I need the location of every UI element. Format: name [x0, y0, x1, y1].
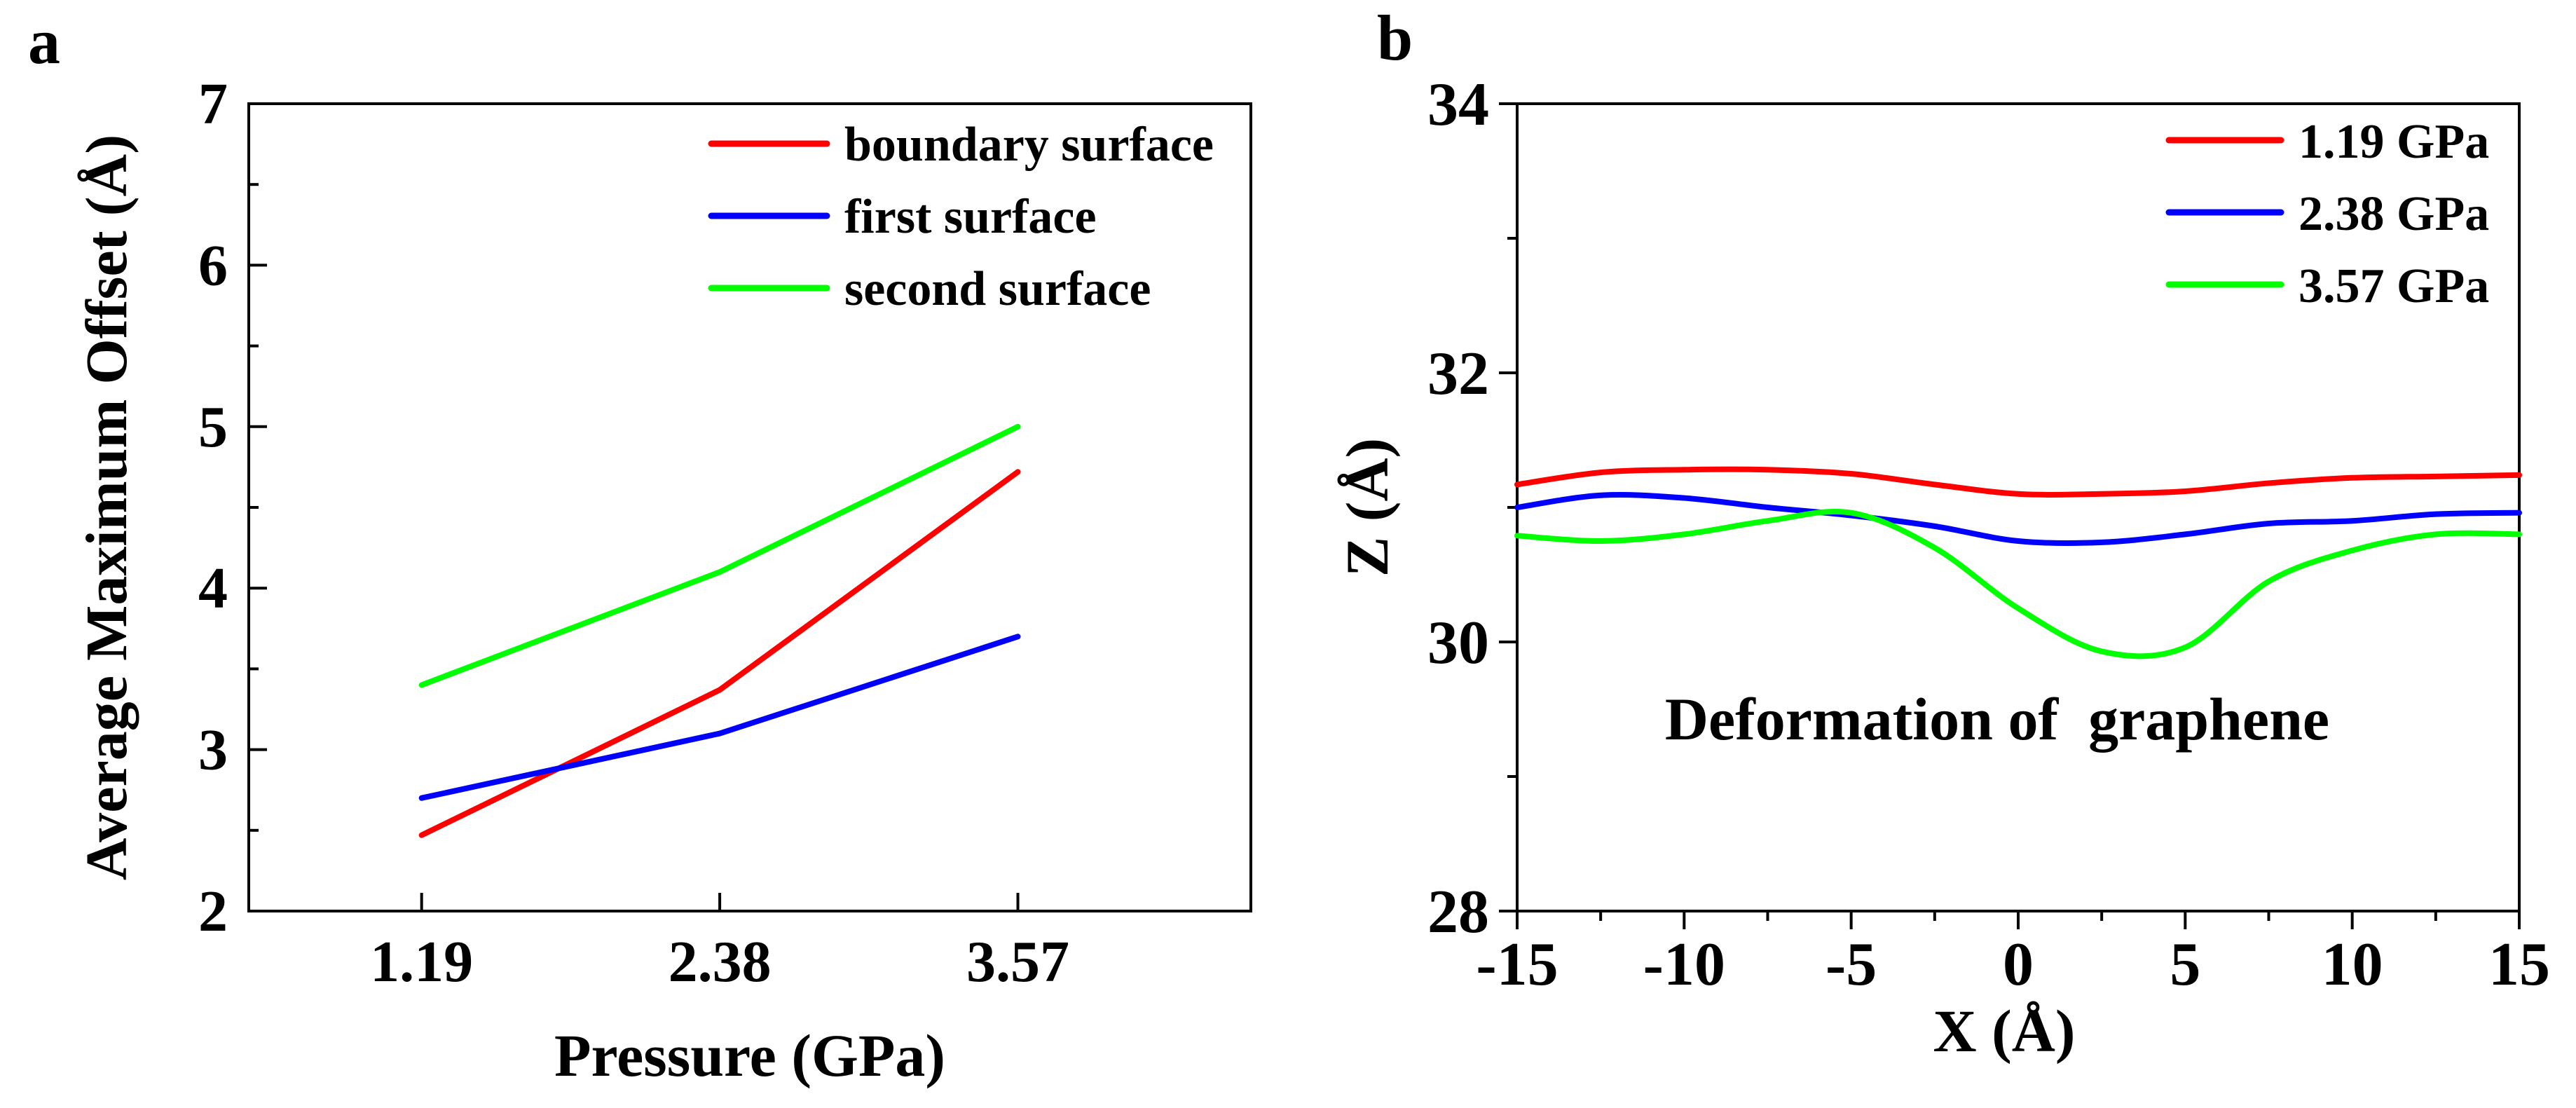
- chart-a-xtick-label: 2.38: [669, 929, 772, 994]
- chart-b-xtick-label: -10: [1643, 931, 1725, 999]
- chart-b-ytick-label: 34: [1427, 71, 1489, 139]
- chart-b-xlabel: X (Å): [1933, 997, 2076, 1065]
- chart-a-ytick-label: 2: [198, 879, 228, 944]
- chart-a-xtick-label: 3.57: [966, 929, 1069, 994]
- chart-a-series-3-line: [418, 423, 1021, 688]
- chart-a-series-2-line: [418, 634, 1021, 801]
- chart-b-ytick-label: 30: [1427, 609, 1489, 677]
- chart-b-legend-label: 2.38 GPa: [2298, 187, 2489, 241]
- chart-b-annotation: Deformation of graphene: [1665, 685, 2329, 753]
- chart-a-xtick-label: 1.19: [370, 929, 473, 994]
- chart-b-series-3-line: [1514, 508, 2522, 659]
- chart-a-legend-label: second surface: [844, 262, 1151, 316]
- chart-b-series-2-line: [1514, 491, 2522, 547]
- chart-a-ytick-label: 7: [198, 71, 228, 137]
- chart-a-legend-label: first surface: [844, 190, 1097, 244]
- chart-b-xtick-label: -15: [1476, 931, 1558, 999]
- chart-b-xtick-label: -5: [1825, 931, 1877, 999]
- chart-b-ytick-label: 28: [1427, 878, 1489, 946]
- chart-a-ylabel: Average Maximum Offset (Å): [74, 135, 139, 880]
- chart-b-series-1-line: [1514, 466, 2522, 498]
- chart-a-series-1-line: [418, 469, 1021, 838]
- chart-b-xtick-label: 15: [2488, 931, 2550, 999]
- chart-b-xtick-label: 0: [2003, 931, 2034, 999]
- chart-b-legend-label: 1.19 GPa: [2298, 115, 2489, 169]
- chart-a-ytick-label: 6: [198, 233, 228, 298]
- chart-b-ytick-label: 32: [1427, 340, 1489, 408]
- chart-a-ytick-label: 4: [198, 556, 228, 621]
- chart-a-legend-label: boundary surface: [844, 118, 1214, 172]
- panel-label-b: b: [1377, 2, 1413, 74]
- chart-a-xlabel: Pressure (GPa): [554, 1022, 945, 1089]
- panel-label-a: a: [28, 6, 60, 77]
- chart-b-legend-label: 3.57 GPa: [2298, 259, 2489, 313]
- chart-b-ylabel: Z (Å): [1334, 438, 1401, 577]
- chart-a-ytick-label: 3: [198, 718, 228, 783]
- chart-b: 28 30 32 34 -15 -10 -5 0 5 10 15 1.19 GPa 2.38 GPa 3…: [1334, 71, 2550, 1065]
- chart-a-frame: [247, 102, 1252, 912]
- chart-a-ytick-label: 5: [198, 395, 228, 460]
- chart-b-xtick-label: 5: [2170, 931, 2200, 999]
- chart-b-xtick-label: 10: [2322, 931, 2383, 999]
- chart-a: 2 3 4 5 6 7 1.19 2.38 3.57 boundary surface first…: [74, 71, 1252, 1089]
